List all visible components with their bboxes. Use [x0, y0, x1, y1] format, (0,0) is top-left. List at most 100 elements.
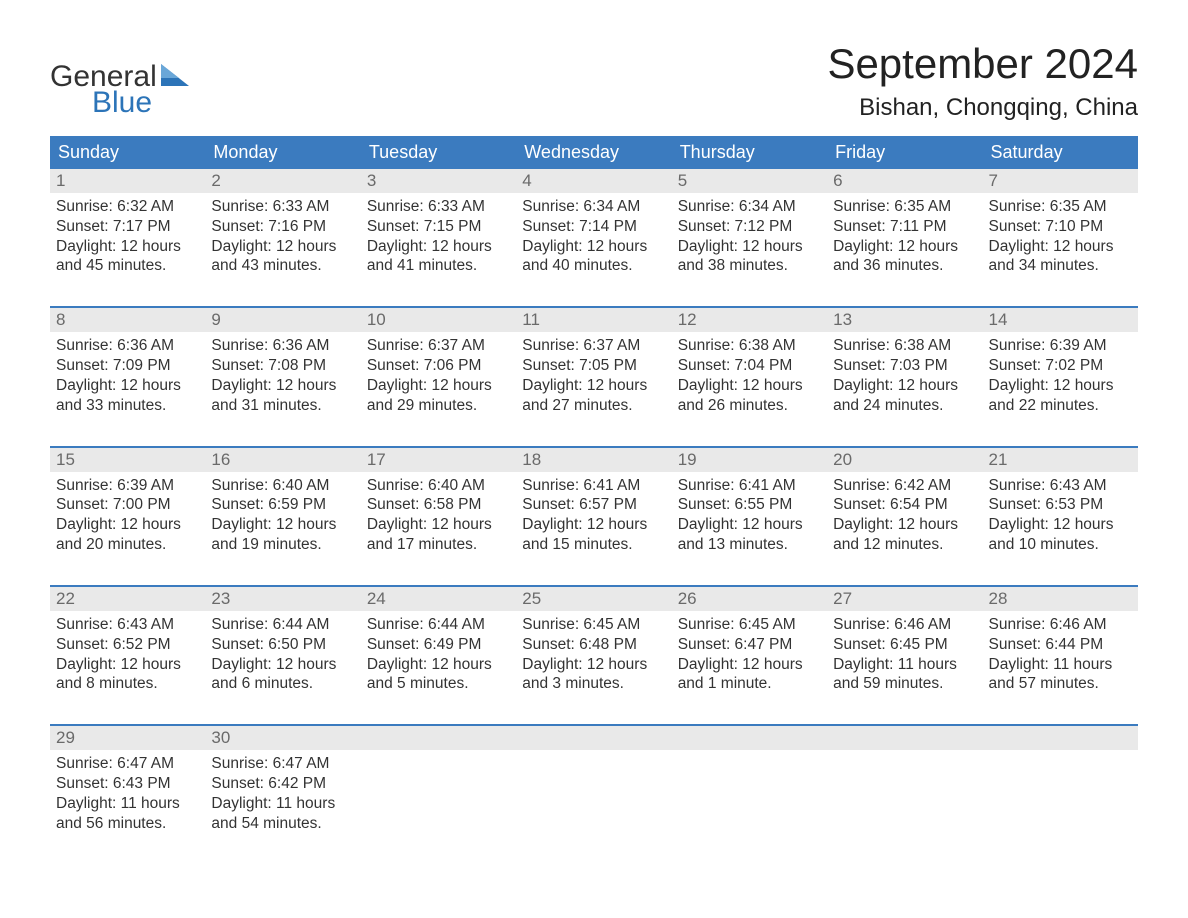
- sunset-text: Sunset: 6:42 PM: [211, 774, 354, 794]
- sunset-text: Sunset: 7:11 PM: [833, 217, 976, 237]
- sunrise-text: Sunrise: 6:41 AM: [522, 476, 665, 496]
- weeks-container: 1Sunrise: 6:32 AMSunset: 7:17 PMDaylight…: [50, 169, 1138, 838]
- daylight-line2: and 26 minutes.: [678, 396, 821, 416]
- daylight-line1: Daylight: 12 hours: [678, 515, 821, 535]
- daylight-line2: and 29 minutes.: [367, 396, 510, 416]
- daylight-line2: and 6 minutes.: [211, 674, 354, 694]
- day-number: 13: [827, 308, 982, 332]
- daylight-line1: Daylight: 12 hours: [989, 515, 1132, 535]
- day-cell: 6Sunrise: 6:35 AMSunset: 7:11 PMDaylight…: [827, 169, 982, 280]
- day-number: 2: [205, 169, 360, 193]
- daylight-line1: Daylight: 12 hours: [56, 376, 199, 396]
- daylight-line2: and 59 minutes.: [833, 674, 976, 694]
- daylight-line2: and 38 minutes.: [678, 256, 821, 276]
- daylight-line1: Daylight: 12 hours: [678, 655, 821, 675]
- daylight-line2: and 45 minutes.: [56, 256, 199, 276]
- day-number: 4: [516, 169, 671, 193]
- day-body: Sunrise: 6:46 AMSunset: 6:44 PMDaylight:…: [983, 611, 1138, 698]
- day-body: Sunrise: 6:35 AMSunset: 7:11 PMDaylight:…: [827, 193, 982, 280]
- day-cell: 10Sunrise: 6:37 AMSunset: 7:06 PMDayligh…: [361, 308, 516, 419]
- sunset-text: Sunset: 6:45 PM: [833, 635, 976, 655]
- daylight-line1: Daylight: 12 hours: [367, 237, 510, 257]
- day-number: 15: [50, 448, 205, 472]
- daylight-line1: Daylight: 11 hours: [56, 794, 199, 814]
- sunset-text: Sunset: 6:48 PM: [522, 635, 665, 655]
- sunset-text: Sunset: 7:12 PM: [678, 217, 821, 237]
- sunset-text: Sunset: 6:59 PM: [211, 495, 354, 515]
- daylight-line2: and 17 minutes.: [367, 535, 510, 555]
- daylight-line1: Daylight: 12 hours: [522, 376, 665, 396]
- weekday-header: Wednesday: [516, 136, 671, 169]
- sunset-text: Sunset: 6:47 PM: [678, 635, 821, 655]
- month-title: September 2024: [827, 40, 1138, 88]
- day-cell: 12Sunrise: 6:38 AMSunset: 7:04 PMDayligh…: [672, 308, 827, 419]
- day-body: Sunrise: 6:32 AMSunset: 7:17 PMDaylight:…: [50, 193, 205, 280]
- day-cell: 29Sunrise: 6:47 AMSunset: 6:43 PMDayligh…: [50, 726, 205, 837]
- day-body: Sunrise: 6:38 AMSunset: 7:04 PMDaylight:…: [672, 332, 827, 419]
- daylight-line2: and 24 minutes.: [833, 396, 976, 416]
- daylight-line2: and 20 minutes.: [56, 535, 199, 555]
- daylight-line2: and 10 minutes.: [989, 535, 1132, 555]
- day-cell: [827, 726, 982, 837]
- day-cell: 8Sunrise: 6:36 AMSunset: 7:09 PMDaylight…: [50, 308, 205, 419]
- brand-logo: General Blue: [50, 60, 189, 120]
- sunset-text: Sunset: 6:43 PM: [56, 774, 199, 794]
- day-body: Sunrise: 6:40 AMSunset: 6:59 PMDaylight:…: [205, 472, 360, 559]
- day-body: Sunrise: 6:35 AMSunset: 7:10 PMDaylight:…: [983, 193, 1138, 280]
- day-number: 7: [983, 169, 1138, 193]
- day-body: Sunrise: 6:43 AMSunset: 6:52 PMDaylight:…: [50, 611, 205, 698]
- day-number: 25: [516, 587, 671, 611]
- day-number: 20: [827, 448, 982, 472]
- sunrise-text: Sunrise: 6:40 AM: [367, 476, 510, 496]
- day-number: 6: [827, 169, 982, 193]
- day-cell: 24Sunrise: 6:44 AMSunset: 6:49 PMDayligh…: [361, 587, 516, 698]
- sunset-text: Sunset: 6:57 PM: [522, 495, 665, 515]
- day-body: Sunrise: 6:46 AMSunset: 6:45 PMDaylight:…: [827, 611, 982, 698]
- day-body: Sunrise: 6:44 AMSunset: 6:49 PMDaylight:…: [361, 611, 516, 698]
- day-cell: 21Sunrise: 6:43 AMSunset: 6:53 PMDayligh…: [983, 448, 1138, 559]
- sunrise-text: Sunrise: 6:34 AM: [522, 197, 665, 217]
- day-number: [516, 726, 671, 750]
- daylight-line2: and 8 minutes.: [56, 674, 199, 694]
- day-cell: 1Sunrise: 6:32 AMSunset: 7:17 PMDaylight…: [50, 169, 205, 280]
- brand-triangle-icon: [161, 64, 189, 86]
- day-body: Sunrise: 6:42 AMSunset: 6:54 PMDaylight:…: [827, 472, 982, 559]
- brand-word2: Blue: [92, 86, 152, 120]
- daylight-line1: Daylight: 12 hours: [56, 515, 199, 535]
- day-cell: 18Sunrise: 6:41 AMSunset: 6:57 PMDayligh…: [516, 448, 671, 559]
- daylight-line2: and 1 minute.: [678, 674, 821, 694]
- daylight-line2: and 36 minutes.: [833, 256, 976, 276]
- sunrise-text: Sunrise: 6:47 AM: [211, 754, 354, 774]
- day-cell: [516, 726, 671, 837]
- day-number: [983, 726, 1138, 750]
- week-row: 15Sunrise: 6:39 AMSunset: 7:00 PMDayligh…: [50, 446, 1138, 559]
- day-cell: 25Sunrise: 6:45 AMSunset: 6:48 PMDayligh…: [516, 587, 671, 698]
- weekday-header: Tuesday: [361, 136, 516, 169]
- sunset-text: Sunset: 6:49 PM: [367, 635, 510, 655]
- daylight-line2: and 40 minutes.: [522, 256, 665, 276]
- sunrise-text: Sunrise: 6:35 AM: [989, 197, 1132, 217]
- daylight-line2: and 27 minutes.: [522, 396, 665, 416]
- day-number: 24: [361, 587, 516, 611]
- day-body: Sunrise: 6:47 AMSunset: 6:42 PMDaylight:…: [205, 750, 360, 837]
- day-cell: [983, 726, 1138, 837]
- daylight-line2: and 33 minutes.: [56, 396, 199, 416]
- day-cell: 22Sunrise: 6:43 AMSunset: 6:52 PMDayligh…: [50, 587, 205, 698]
- sunset-text: Sunset: 7:14 PM: [522, 217, 665, 237]
- daylight-line1: Daylight: 12 hours: [522, 655, 665, 675]
- day-body: Sunrise: 6:34 AMSunset: 7:12 PMDaylight:…: [672, 193, 827, 280]
- sunset-text: Sunset: 7:03 PM: [833, 356, 976, 376]
- day-body: Sunrise: 6:43 AMSunset: 6:53 PMDaylight:…: [983, 472, 1138, 559]
- day-number: 18: [516, 448, 671, 472]
- daylight-line1: Daylight: 12 hours: [56, 237, 199, 257]
- day-number: 23: [205, 587, 360, 611]
- day-body: Sunrise: 6:33 AMSunset: 7:15 PMDaylight:…: [361, 193, 516, 280]
- day-cell: 7Sunrise: 6:35 AMSunset: 7:10 PMDaylight…: [983, 169, 1138, 280]
- day-body: Sunrise: 6:34 AMSunset: 7:14 PMDaylight:…: [516, 193, 671, 280]
- day-number: 30: [205, 726, 360, 750]
- daylight-line2: and 13 minutes.: [678, 535, 821, 555]
- sunrise-text: Sunrise: 6:36 AM: [211, 336, 354, 356]
- daylight-line2: and 12 minutes.: [833, 535, 976, 555]
- sunset-text: Sunset: 7:04 PM: [678, 356, 821, 376]
- weekday-header: Thursday: [672, 136, 827, 169]
